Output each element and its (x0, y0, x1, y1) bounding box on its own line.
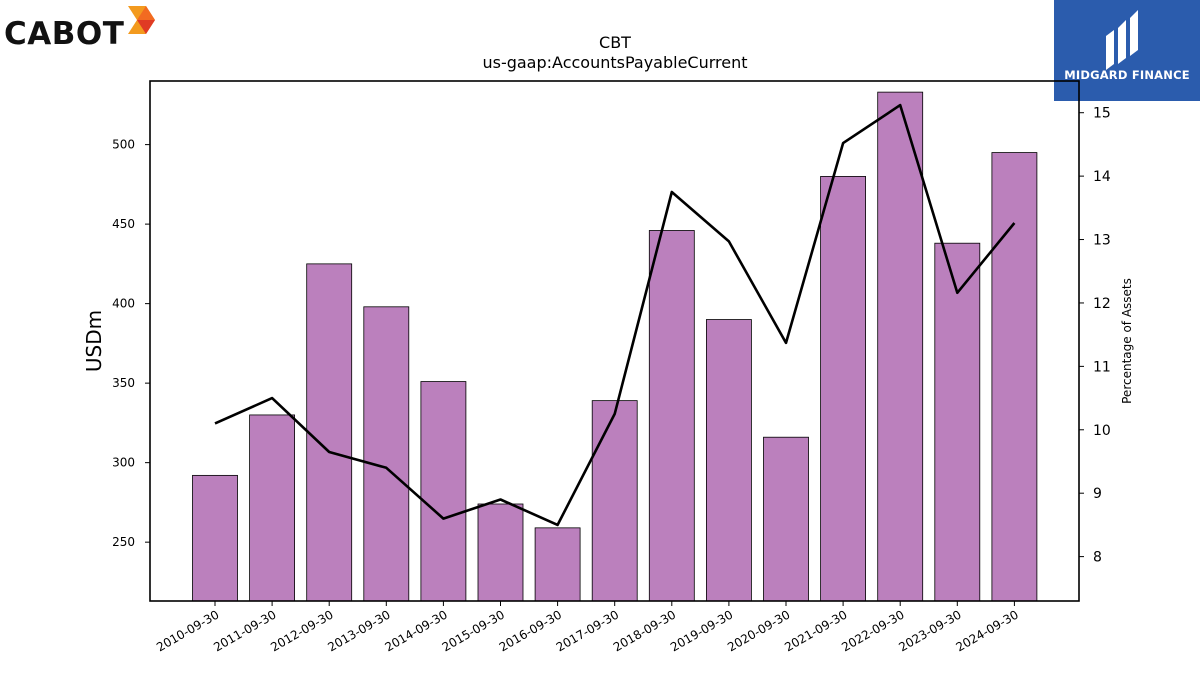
x-tick-label: 2016-09-30 (497, 607, 564, 654)
x-tick-label: 2022-09-30 (839, 607, 906, 654)
y-tick-label: 450 (112, 217, 135, 231)
x-tick-label: 2020-09-30 (725, 607, 792, 654)
y-tick-label: 350 (112, 376, 135, 390)
x-tick-label: 2017-09-30 (554, 607, 621, 654)
bar (877, 91, 924, 602)
y2-tick-label: 8 (1093, 550, 1102, 566)
x-tick-label: 2013-09-30 (325, 607, 392, 654)
y-axis-label: USDm (82, 310, 106, 372)
bar (306, 263, 353, 602)
x-tick-label: 2018-09-30 (611, 607, 678, 654)
x-tick-label: 2011-09-30 (211, 607, 278, 654)
y2-tick-label: 12 (1093, 296, 1111, 312)
midgard-mark-stroke (1106, 30, 1114, 70)
midgard-mark-stroke (1130, 10, 1138, 56)
bar (192, 474, 238, 602)
y-tick-label: 300 (112, 456, 135, 470)
bar (820, 176, 866, 602)
x-tick-label: 2024-09-30 (953, 607, 1020, 654)
y2-tick-label: 13 (1093, 233, 1111, 249)
x-tick-label: 2010-09-30 (154, 607, 221, 654)
cabot-logo-text: CABOT (4, 16, 125, 52)
percentage-line (214, 103, 1016, 527)
bar (420, 381, 467, 602)
y2-axis-label: Percentage of Assets (1120, 278, 1134, 404)
y2-tick-label: 9 (1093, 486, 1102, 502)
bar (934, 242, 981, 602)
midgard-mark-stroke (1118, 20, 1126, 64)
chart-title: CBT (599, 33, 631, 52)
cabot-logo: CABOT (4, 4, 164, 52)
bar (249, 414, 296, 602)
y-tick-label: 250 (112, 535, 135, 549)
bar (648, 230, 695, 602)
y2-tick-label: 11 (1093, 359, 1111, 375)
bar (477, 503, 524, 602)
cabot-flame-icon (128, 6, 155, 34)
y-tick-label: 400 (112, 297, 135, 311)
y2-tick-label: 15 (1093, 106, 1111, 122)
bar (534, 527, 581, 602)
right-axis: 8 9 10 11 12 13 14 15 (1079, 106, 1111, 566)
midgard-finance-logo: MIDGARD FINANCE (1054, 0, 1200, 101)
y2-tick-label: 14 (1093, 169, 1111, 185)
midgard-mark-icon (1106, 10, 1138, 70)
left-axis: 250 300 350 400 450 500 (112, 138, 150, 549)
midgard-logo-text: MIDGARD FINANCE (1064, 68, 1190, 82)
x-tick-label: 2015-09-30 (440, 607, 507, 654)
bar (991, 152, 1038, 602)
x-tick-label: 2014-09-30 (382, 607, 449, 654)
x-tick-label: 2012-09-30 (268, 607, 335, 654)
y2-tick-label: 10 (1093, 423, 1111, 439)
chart-subtitle: us-gaap:AccountsPayableCurrent (482, 53, 747, 72)
bars-layer (192, 91, 1038, 602)
x-tick-label: 2019-09-30 (668, 607, 735, 654)
x-axis: 2010-09-302011-09-302012-09-302013-09-30… (154, 601, 1021, 654)
bar (591, 400, 638, 602)
bar (763, 436, 809, 602)
x-tick-label: 2023-09-30 (896, 607, 963, 654)
bar (706, 319, 752, 602)
bar (363, 306, 410, 602)
x-tick-label: 2021-09-30 (782, 607, 849, 654)
y-tick-label: 500 (112, 138, 135, 152)
